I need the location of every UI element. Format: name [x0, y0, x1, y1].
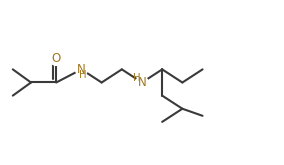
Circle shape	[75, 63, 87, 75]
Text: N: N	[77, 63, 86, 76]
Text: H: H	[79, 70, 87, 80]
Circle shape	[50, 53, 62, 65]
Text: O: O	[52, 52, 61, 65]
Circle shape	[136, 76, 148, 89]
Text: N: N	[138, 76, 146, 89]
Text: H: H	[133, 73, 140, 83]
